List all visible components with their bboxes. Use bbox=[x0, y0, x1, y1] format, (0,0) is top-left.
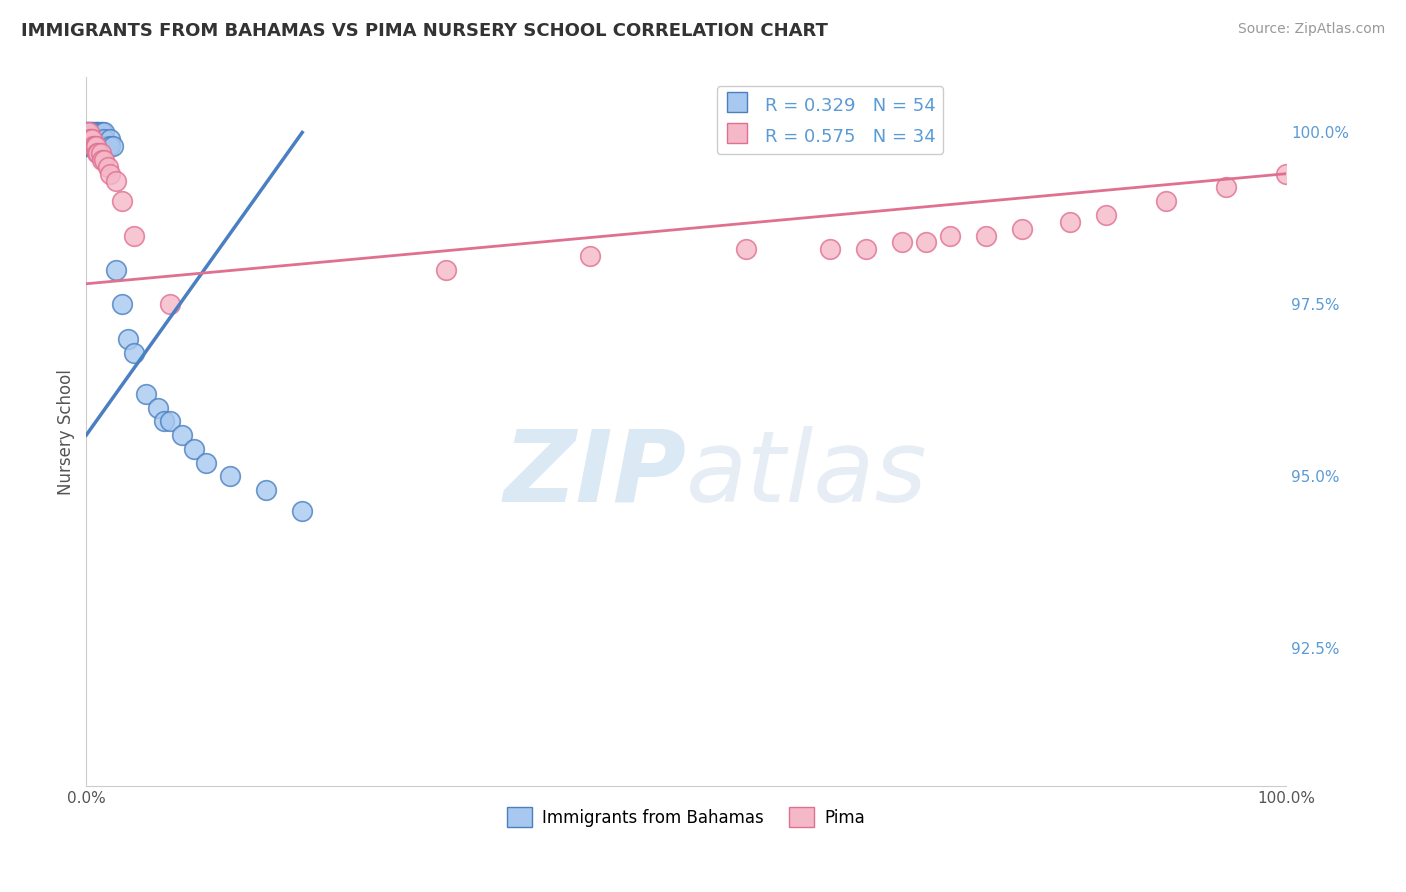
Point bbox=[83, 132, 105, 146]
Point bbox=[90, 132, 112, 146]
Point bbox=[135, 386, 157, 401]
Point bbox=[86, 132, 108, 146]
Point bbox=[76, 125, 98, 139]
Point bbox=[1154, 194, 1177, 209]
Point bbox=[79, 125, 101, 139]
Text: IMMIGRANTS FROM BAHAMAS VS PIMA NURSERY SCHOOL CORRELATION CHART: IMMIGRANTS FROM BAHAMAS VS PIMA NURSERY … bbox=[21, 22, 828, 40]
Point bbox=[79, 132, 101, 146]
Point bbox=[86, 125, 108, 139]
Point bbox=[83, 139, 105, 153]
Point bbox=[82, 125, 104, 139]
Point bbox=[82, 139, 104, 153]
Point bbox=[434, 263, 457, 277]
Point bbox=[735, 243, 758, 257]
Point bbox=[84, 132, 107, 146]
Point bbox=[183, 442, 205, 456]
Point bbox=[84, 125, 107, 139]
Point bbox=[87, 146, 110, 161]
Point bbox=[76, 125, 98, 139]
Point bbox=[87, 139, 110, 153]
Point bbox=[80, 139, 103, 153]
Point bbox=[93, 132, 115, 146]
Point bbox=[77, 125, 100, 139]
Point bbox=[105, 173, 128, 187]
Point bbox=[76, 132, 98, 146]
Point bbox=[90, 132, 112, 146]
Point bbox=[1095, 208, 1118, 222]
Point bbox=[90, 125, 112, 139]
Point bbox=[1011, 221, 1033, 235]
Text: Source: ZipAtlas.com: Source: ZipAtlas.com bbox=[1237, 22, 1385, 37]
Point bbox=[80, 125, 103, 139]
Point bbox=[82, 132, 104, 146]
Point bbox=[80, 132, 103, 146]
Point bbox=[84, 139, 107, 153]
Point bbox=[98, 167, 121, 181]
Point bbox=[111, 194, 134, 209]
Point bbox=[818, 243, 841, 257]
Point bbox=[195, 456, 218, 470]
Point bbox=[159, 297, 181, 311]
Point bbox=[97, 139, 120, 153]
Point bbox=[939, 228, 962, 243]
Point bbox=[98, 132, 121, 146]
Legend: Immigrants from Bahamas, Pima: Immigrants from Bahamas, Pima bbox=[501, 800, 872, 834]
Point bbox=[1059, 215, 1081, 229]
Point bbox=[82, 132, 104, 146]
Point bbox=[76, 139, 98, 153]
Point bbox=[579, 249, 602, 263]
Point bbox=[93, 125, 115, 139]
Point bbox=[94, 139, 117, 153]
Point bbox=[111, 297, 134, 311]
Point bbox=[1215, 180, 1237, 194]
Point bbox=[76, 125, 98, 139]
Point bbox=[219, 469, 242, 483]
Point bbox=[148, 401, 170, 415]
Point bbox=[153, 414, 176, 428]
Text: ZIP: ZIP bbox=[503, 425, 686, 523]
Point bbox=[79, 132, 101, 146]
Point bbox=[97, 160, 120, 174]
Point bbox=[77, 139, 100, 153]
Point bbox=[93, 153, 115, 167]
Point bbox=[172, 428, 194, 442]
Point bbox=[254, 483, 277, 497]
Point bbox=[77, 125, 100, 139]
Point bbox=[82, 139, 104, 153]
Point bbox=[86, 146, 108, 161]
Point bbox=[76, 132, 98, 146]
Point bbox=[1275, 167, 1298, 181]
Point bbox=[77, 139, 100, 153]
Point bbox=[87, 132, 110, 146]
Point bbox=[87, 125, 110, 139]
Point bbox=[90, 146, 112, 161]
Text: atlas: atlas bbox=[686, 425, 928, 523]
Point bbox=[105, 263, 128, 277]
Point bbox=[855, 243, 877, 257]
Point bbox=[117, 332, 139, 346]
Point bbox=[891, 235, 914, 250]
Point bbox=[79, 139, 101, 153]
Point bbox=[974, 228, 997, 243]
Point bbox=[82, 125, 104, 139]
Y-axis label: Nursery School: Nursery School bbox=[58, 368, 75, 494]
Point bbox=[80, 132, 103, 146]
Point bbox=[159, 414, 181, 428]
Point bbox=[101, 139, 124, 153]
Point bbox=[90, 125, 112, 139]
Point bbox=[124, 345, 146, 359]
Point bbox=[915, 235, 938, 250]
Point bbox=[83, 125, 105, 139]
Point bbox=[98, 139, 121, 153]
Point bbox=[90, 153, 112, 167]
Point bbox=[77, 132, 100, 146]
Point bbox=[291, 504, 314, 518]
Point bbox=[124, 228, 146, 243]
Point bbox=[82, 132, 104, 146]
